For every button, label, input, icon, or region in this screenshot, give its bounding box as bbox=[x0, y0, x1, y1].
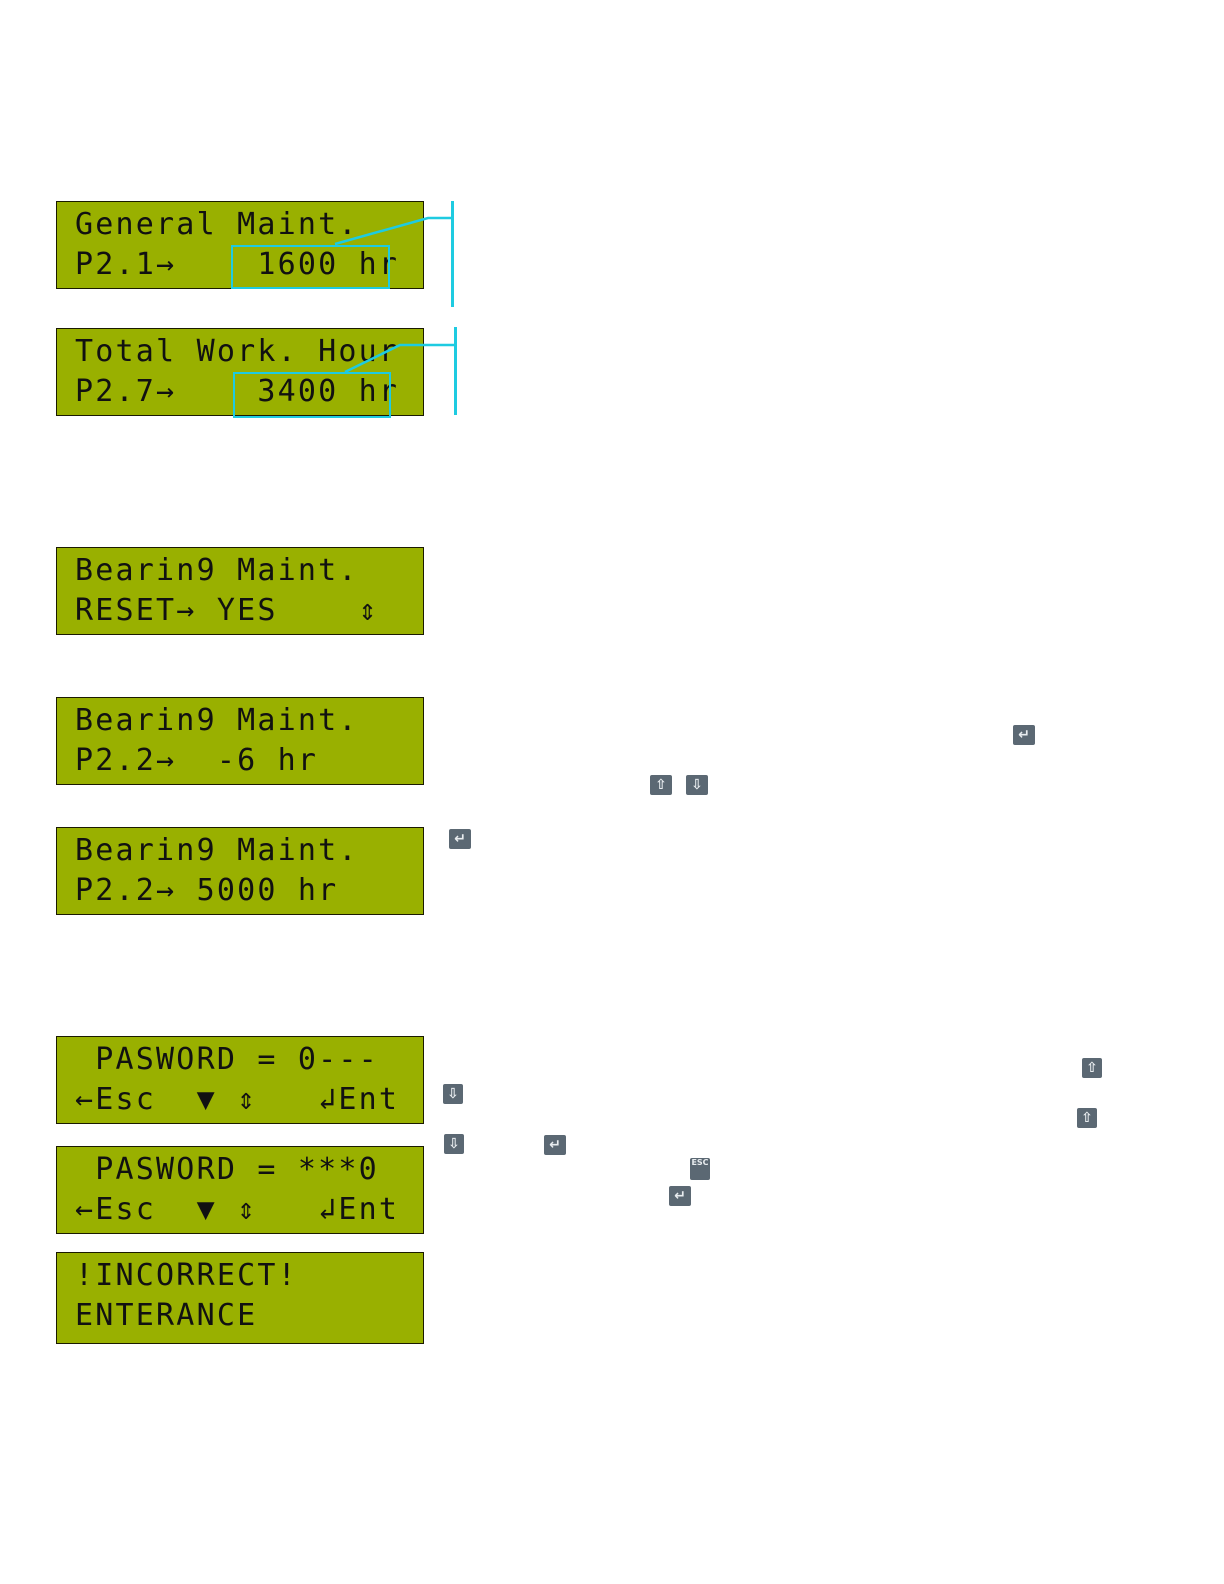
lcd-line1: Bearin9 Maint. bbox=[75, 833, 359, 868]
lcd-line1: PASWORD = ***0 bbox=[75, 1152, 379, 1187]
down-key-icon: ⇩ bbox=[686, 775, 708, 795]
up-key-icon: ⇧ bbox=[1082, 1058, 1102, 1078]
lcd-line2: ENTERANCE bbox=[75, 1298, 258, 1333]
lcd-bearing-reset: Bearin9 Maint. RESET→ YES ⇕ bbox=[56, 547, 424, 635]
lcd-line2: P2.2→ 5000 hr bbox=[75, 873, 339, 908]
callout-line bbox=[334, 216, 452, 246]
enter-key-icon: ↵ bbox=[1013, 725, 1035, 745]
up-key-icon: ⇧ bbox=[650, 775, 672, 795]
lcd-line2: ←Esc ▼ ⇕ ↲Ent bbox=[75, 1082, 400, 1117]
esc-key-icon: ESC bbox=[690, 1158, 710, 1180]
value-highlight-box bbox=[233, 372, 391, 418]
lcd-line2: P2.2→ -6 hr bbox=[75, 743, 319, 778]
lcd-line1: Total Work. Hour bbox=[75, 334, 400, 369]
callout-bracket bbox=[454, 327, 457, 415]
lcd-line1: Bearin9 Maint. bbox=[75, 703, 359, 738]
enter-key-icon: ↵ bbox=[544, 1135, 566, 1155]
lcd-password-entry: PASWORD = 0--- ←Esc ▼ ⇕ ↲Ent bbox=[56, 1036, 424, 1124]
enter-key-icon: ↵ bbox=[669, 1186, 691, 1206]
up-key-icon: ⇧ bbox=[1077, 1108, 1097, 1128]
callout-line bbox=[344, 343, 455, 374]
lcd-line2: RESET→ YES ⇕ bbox=[75, 593, 379, 628]
lcd-incorrect-entrance: !INCORRECT! ENTERANCE bbox=[56, 1252, 424, 1344]
lcd-line2: P2.1→ 1600 hr bbox=[75, 247, 400, 282]
value-highlight-box bbox=[231, 245, 390, 289]
lcd-bearing-5000: Bearin9 Maint. P2.2→ 5000 hr bbox=[56, 827, 424, 915]
down-key-icon: ⇩ bbox=[444, 1134, 464, 1154]
lcd-line1: !INCORRECT! bbox=[75, 1258, 298, 1293]
lcd-line1: Bearin9 Maint. bbox=[75, 553, 359, 588]
lcd-password-masked: PASWORD = ***0 ←Esc ▼ ⇕ ↲Ent bbox=[56, 1146, 424, 1234]
callout-bracket bbox=[451, 201, 454, 307]
lcd-line1: PASWORD = 0--- bbox=[75, 1042, 379, 1077]
lcd-line1: General Maint. bbox=[75, 207, 359, 242]
down-key-icon: ⇩ bbox=[443, 1084, 463, 1104]
enter-key-icon: ↵ bbox=[449, 829, 471, 849]
lcd-line2: ←Esc ▼ ⇕ ↲Ent bbox=[75, 1192, 400, 1227]
lcd-bearing-negative: Bearin9 Maint. P2.2→ -6 hr bbox=[56, 697, 424, 785]
